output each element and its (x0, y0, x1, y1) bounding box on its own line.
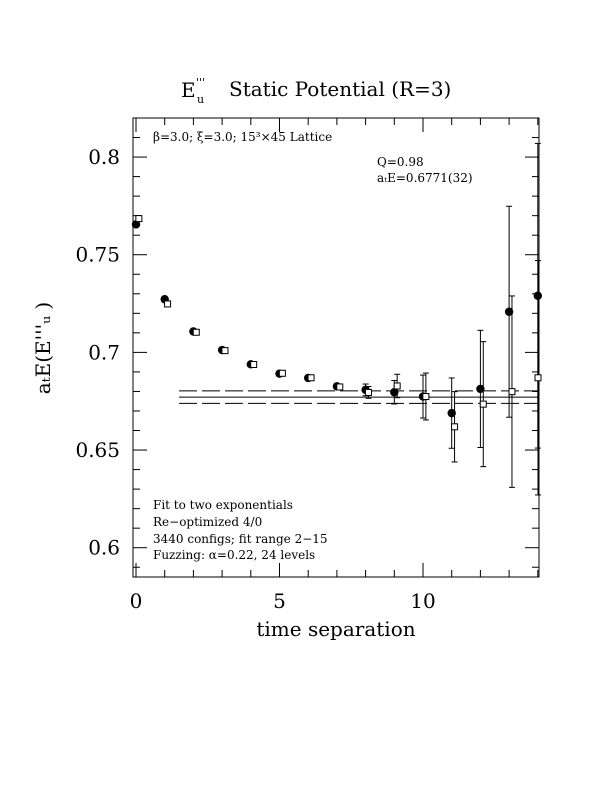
data-point-circle (476, 384, 485, 394)
y-tick-label: 0.75 (75, 243, 120, 267)
chart-title-sub: u (197, 93, 204, 106)
axis-ticks: 0 5 10 0.6 0.65 0.7 0.75 0.8 (75, 118, 539, 613)
data-point-square (278, 369, 286, 377)
note-optimization: Re−optimized 4/0 (153, 515, 262, 529)
data-point-circle (131, 220, 141, 229)
data-point-square (479, 400, 487, 408)
data-point-square (534, 374, 542, 382)
chart-title-main: E (181, 78, 196, 102)
data-point-square (164, 300, 172, 308)
fit-energy: aₜE=0.6771(32) (377, 171, 473, 185)
data-point-square (364, 388, 372, 396)
data-point-square (250, 360, 258, 368)
data-point-square (221, 347, 229, 355)
y-tick-label: 0.7 (88, 340, 120, 364)
data-point-circle (447, 408, 456, 418)
data-points (131, 142, 542, 496)
data-point-square (508, 388, 516, 396)
x-tick-label: 5 (273, 589, 286, 613)
x-tick-label: 0 (130, 589, 143, 613)
lattice-info: β=3.0; ξ=3.0; 15³×45 Lattice (153, 130, 332, 144)
y-tick-label: 0.65 (75, 438, 120, 462)
data-point-square (135, 215, 143, 223)
plot-frame (132, 117, 540, 578)
data-point-square (336, 383, 344, 391)
data-point-square (307, 374, 315, 382)
data-point-circle (504, 307, 514, 316)
data-point-square (422, 393, 430, 401)
y-tick-label: 0.8 (88, 145, 120, 169)
chart-title-sup: ''' (196, 76, 205, 89)
x-tick-label: 10 (410, 589, 435, 613)
y-axis-label: aₜE(E'''ᵤ ) (31, 302, 55, 395)
data-point-square (393, 382, 401, 390)
note-configs: 3440 configs; fit range 2−15 (153, 532, 328, 546)
fit-quality: Q=0.98 (377, 155, 424, 169)
data-point-circle (390, 388, 399, 397)
data-point-square (192, 328, 200, 336)
x-axis-label: time separation (256, 617, 415, 641)
data-point-square (451, 423, 459, 431)
chart-title-rest: Static Potential (R=3) (229, 77, 451, 101)
note-fuzzing: Fuzzing: α=0.22, 24 levels (153, 548, 315, 562)
y-tick-label: 0.6 (88, 536, 120, 560)
note-fit-type: Fit to two exponentials (153, 498, 293, 512)
